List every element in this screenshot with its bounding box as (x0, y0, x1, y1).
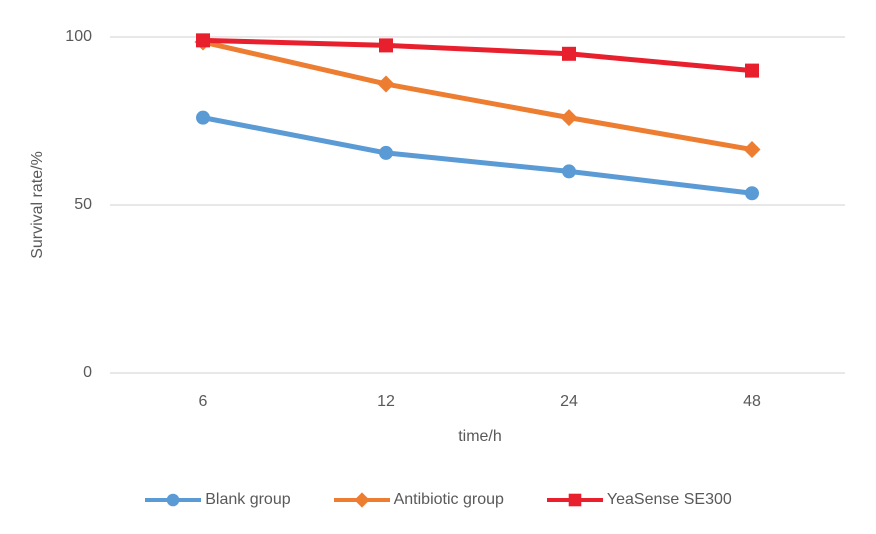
legend-label: Blank group (205, 491, 291, 508)
legend-label: Antibiotic group (393, 491, 504, 508)
legend-label: YeaSense SE300 (606, 491, 732, 508)
x-tick-label-48: 48 (743, 393, 761, 410)
y-tick-label-100: 100 (65, 28, 92, 45)
red-square-line-marker-icon (546, 493, 603, 507)
legend-item-blank-group: Blank group (144, 490, 291, 510)
x-tick-label-24: 24 (560, 393, 578, 410)
x-tick-label-6: 6 (198, 393, 208, 410)
y-tick-label-50: 50 (74, 196, 92, 213)
y-tick-label-0: 0 (83, 364, 92, 381)
legend-item-antibiotic-group: Antibiotic group (333, 490, 504, 510)
blue-circle-line-marker-icon (145, 493, 202, 507)
x-tick-label-12: 12 (377, 393, 395, 410)
chart-legend: Blank group Antibiotic group YeaSense SE… (0, 490, 876, 510)
x-axis-title: time/h (458, 428, 502, 445)
legend-item-yeasense-se300: YeaSense SE300 (546, 490, 732, 510)
orange-diamond-line-marker-icon (333, 492, 390, 508)
